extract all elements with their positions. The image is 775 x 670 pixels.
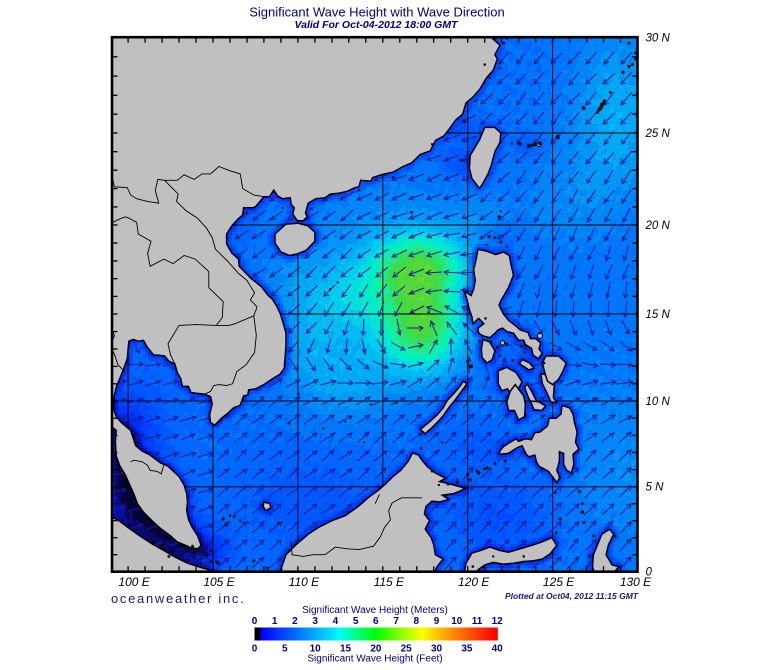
svg-text:10 N: 10 N (646, 396, 671, 408)
svg-text:15 N: 15 N (646, 309, 671, 321)
svg-text:40: 40 (492, 644, 504, 655)
svg-text:30: 30 (431, 644, 443, 655)
svg-text:115 E: 115 E (374, 575, 405, 589)
svg-text:5: 5 (282, 644, 288, 655)
svg-text:2: 2 (292, 616, 298, 627)
svg-text:4: 4 (333, 616, 339, 627)
svg-text:0: 0 (252, 644, 258, 655)
svg-text:7: 7 (393, 616, 399, 627)
svg-text:Significant Wave Height with W: Significant Wave Height with Wave Direct… (249, 5, 505, 20)
svg-text:100 E: 100 E (118, 575, 150, 589)
svg-text:0: 0 (646, 567, 653, 579)
svg-text:10: 10 (451, 616, 463, 627)
svg-text:35: 35 (461, 644, 473, 655)
svg-text:9: 9 (434, 616, 440, 627)
svg-text:3: 3 (312, 616, 318, 627)
svg-text:25 N: 25 N (645, 128, 671, 140)
svg-text:125 E: 125 E (543, 575, 575, 589)
svg-text:5: 5 (353, 616, 359, 627)
svg-text:105 E: 105 E (203, 575, 235, 589)
svg-text:20: 20 (370, 644, 382, 655)
svg-text:10: 10 (310, 644, 322, 655)
svg-text:30 N: 30 N (646, 32, 671, 44)
svg-text:0: 0 (252, 616, 258, 627)
svg-text:20 N: 20 N (645, 220, 671, 232)
svg-text:15: 15 (340, 644, 352, 655)
svg-text:Significant Wave Height (Feet): Significant Wave Height (Feet) (307, 654, 442, 665)
svg-text:oceanweather inc.: oceanweather inc. (111, 591, 245, 606)
svg-text:12: 12 (492, 616, 504, 627)
svg-text:Valid For Oct-04-2012 18:00 GM: Valid For Oct-04-2012 18:00 GMT (294, 19, 459, 31)
svg-text:Plotted at Oct04, 2012 11:15 G: Plotted at Oct04, 2012 11:15 GMT (505, 591, 639, 601)
svg-text:130 E: 130 E (620, 575, 652, 589)
svg-text:8: 8 (414, 616, 420, 627)
svg-text:25: 25 (401, 644, 413, 655)
svg-text:1: 1 (272, 616, 278, 627)
svg-text:Significant Wave Height (Meter: Significant Wave Height (Meters) (302, 605, 448, 616)
svg-text:11: 11 (472, 616, 483, 627)
svg-text:110 E: 110 E (289, 575, 320, 589)
svg-text:120 E: 120 E (458, 575, 490, 589)
svg-text:6: 6 (373, 616, 379, 627)
svg-text:5 N: 5 N (646, 482, 665, 494)
